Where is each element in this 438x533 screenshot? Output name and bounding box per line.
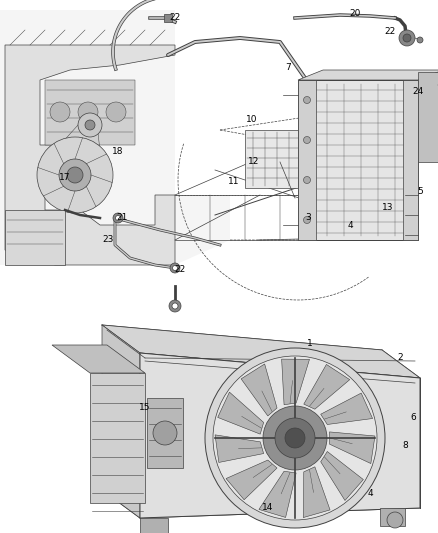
Text: 17: 17 <box>59 174 71 182</box>
Polygon shape <box>5 45 175 265</box>
Circle shape <box>78 113 102 137</box>
Text: 22: 22 <box>385 28 396 36</box>
Circle shape <box>170 263 180 273</box>
Circle shape <box>169 300 181 312</box>
Polygon shape <box>298 70 438 80</box>
Text: 23: 23 <box>102 236 114 245</box>
Text: 22: 22 <box>174 265 186 274</box>
Circle shape <box>417 37 423 43</box>
Circle shape <box>116 215 120 221</box>
Bar <box>298 80 316 240</box>
Bar <box>164 14 172 22</box>
Circle shape <box>205 348 385 528</box>
Bar <box>147 398 183 468</box>
Text: 18: 18 <box>112 148 124 157</box>
Polygon shape <box>321 451 364 500</box>
Circle shape <box>78 102 98 122</box>
Text: 4: 4 <box>347 221 353 230</box>
Circle shape <box>304 176 311 183</box>
Text: 13: 13 <box>382 203 394 212</box>
Circle shape <box>85 120 95 130</box>
Text: 22: 22 <box>170 13 180 22</box>
Text: 24: 24 <box>412 87 424 96</box>
Text: 3: 3 <box>305 214 311 222</box>
Circle shape <box>50 102 70 122</box>
Bar <box>245 130 310 188</box>
Text: 8: 8 <box>402 441 408 450</box>
Text: 10: 10 <box>246 116 258 125</box>
Text: 6: 6 <box>410 414 416 423</box>
Polygon shape <box>102 325 420 378</box>
Bar <box>45 80 135 145</box>
Circle shape <box>213 356 377 520</box>
Polygon shape <box>0 10 230 265</box>
Polygon shape <box>321 393 373 424</box>
Polygon shape <box>140 518 168 533</box>
Polygon shape <box>380 508 405 526</box>
Polygon shape <box>282 359 310 405</box>
Text: 15: 15 <box>139 403 151 413</box>
Text: 2: 2 <box>397 353 403 362</box>
Polygon shape <box>329 432 375 464</box>
Bar <box>418 72 438 162</box>
Circle shape <box>153 421 177 445</box>
Bar <box>298 80 418 240</box>
Text: 21: 21 <box>117 214 128 222</box>
Circle shape <box>304 136 311 143</box>
Bar <box>90 373 145 503</box>
Text: 14: 14 <box>262 504 274 513</box>
Circle shape <box>285 428 305 448</box>
Circle shape <box>172 303 178 309</box>
Circle shape <box>403 34 411 42</box>
Polygon shape <box>218 392 264 434</box>
Circle shape <box>263 406 327 470</box>
Text: 4: 4 <box>367 489 373 497</box>
Circle shape <box>59 159 91 191</box>
Circle shape <box>304 216 311 223</box>
Text: 7: 7 <box>285 63 291 72</box>
Bar <box>5 210 65 265</box>
Polygon shape <box>226 460 277 500</box>
Text: 20: 20 <box>350 10 360 19</box>
Polygon shape <box>102 325 140 518</box>
Circle shape <box>67 167 83 183</box>
Circle shape <box>37 137 113 213</box>
Polygon shape <box>52 345 145 373</box>
Circle shape <box>387 512 403 528</box>
Polygon shape <box>241 364 277 416</box>
Circle shape <box>106 102 126 122</box>
Polygon shape <box>140 353 420 518</box>
Text: 1: 1 <box>307 338 313 348</box>
Circle shape <box>173 265 177 271</box>
Polygon shape <box>304 365 350 409</box>
Circle shape <box>304 96 311 103</box>
Text: 11: 11 <box>228 177 240 187</box>
Circle shape <box>113 213 123 223</box>
Circle shape <box>399 30 415 46</box>
Polygon shape <box>259 471 296 518</box>
Polygon shape <box>215 435 264 463</box>
Text: 5: 5 <box>417 188 423 197</box>
Polygon shape <box>303 467 330 518</box>
Bar <box>403 80 418 240</box>
Circle shape <box>275 418 315 458</box>
Text: 12: 12 <box>248 157 260 166</box>
